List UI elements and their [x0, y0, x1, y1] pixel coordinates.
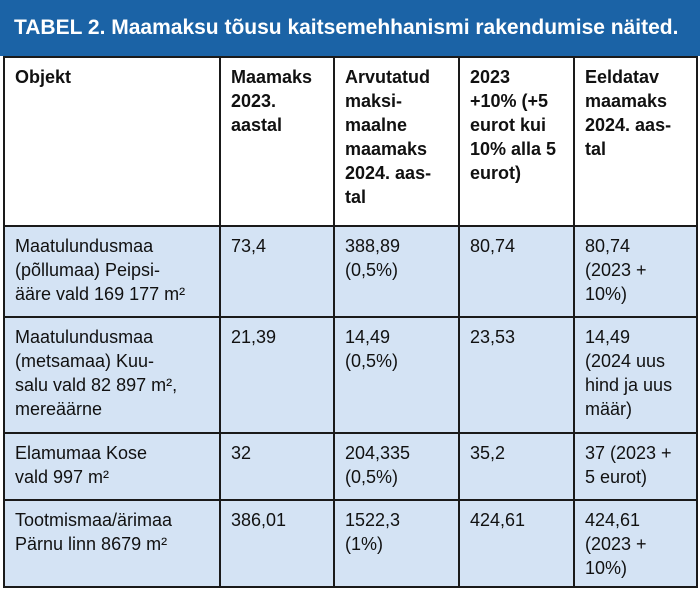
header-row: Objekt Maamaks 2023. aastal Arvutatud ma… [3, 56, 698, 227]
table-cell: 23,53 [458, 316, 575, 434]
table-container: Objekt Maamaks 2023. aastal Arvutatud ma… [3, 56, 698, 588]
table-cell: 386,01 [219, 499, 335, 588]
table-cell: 388,89 (0,5%) [333, 225, 460, 318]
column-header-2023-plus-10: 2023 +10% (+5 eurot kui 10% alla 5 eurot… [458, 56, 575, 227]
table-row: Tootmismaa/ärimaa Pärnu linn 8679 m² 386… [3, 499, 698, 588]
table-cell: 80,74 (2023 + 10%) [573, 225, 698, 318]
table-cell: 204,335 (0,5%) [333, 432, 460, 501]
table-cell: Maatulundusmaa (metsamaa) Kuu- salu vald… [3, 316, 221, 434]
column-header-objekt: Objekt [3, 56, 221, 227]
table-cell: 73,4 [219, 225, 335, 318]
column-header-maamaks-2023: Maamaks 2023. aastal [219, 56, 335, 227]
table-cell: 14,49 (0,5%) [333, 316, 460, 434]
table-row: Maatulundusmaa (põllumaa) Peipsi- ääre v… [3, 225, 698, 318]
table-cell: 32 [219, 432, 335, 501]
table-row: Elamumaa Kose vald 997 m² 32 204,335 (0,… [3, 432, 698, 501]
table-cell: 14,49 (2024 uus hind ja uus määr) [573, 316, 698, 434]
table-cell: 37 (2023 + 5 eurot) [573, 432, 698, 501]
table-cell: 80,74 [458, 225, 575, 318]
data-table: Objekt Maamaks 2023. aastal Arvutatud ma… [3, 56, 698, 588]
table-cell: Tootmismaa/ärimaa Pärnu linn 8679 m² [3, 499, 221, 588]
table-row: Maatulundusmaa (metsamaa) Kuu- salu vald… [3, 316, 698, 434]
column-header-arvutatud-maamaks: Arvutatud maksi- maalne maamaks 2024. aa… [333, 56, 460, 227]
table-cell: 424,61 [458, 499, 575, 588]
column-header-eeldatav-maamaks: Eeldatav maamaks 2024. aas- tal [573, 56, 698, 227]
table-cell: Maatulundusmaa (põllumaa) Peipsi- ääre v… [3, 225, 221, 318]
table-cell: Elamumaa Kose vald 997 m² [3, 432, 221, 501]
table-cell: 1522,3 (1%) [333, 499, 460, 588]
table-cell: 21,39 [219, 316, 335, 434]
table-title: TABEL 2. Maamaksu tõusu kaitsemehhanismi… [0, 0, 700, 56]
table-cell: 35,2 [458, 432, 575, 501]
table-cell: 424,61 (2023 + 10%) [573, 499, 698, 588]
